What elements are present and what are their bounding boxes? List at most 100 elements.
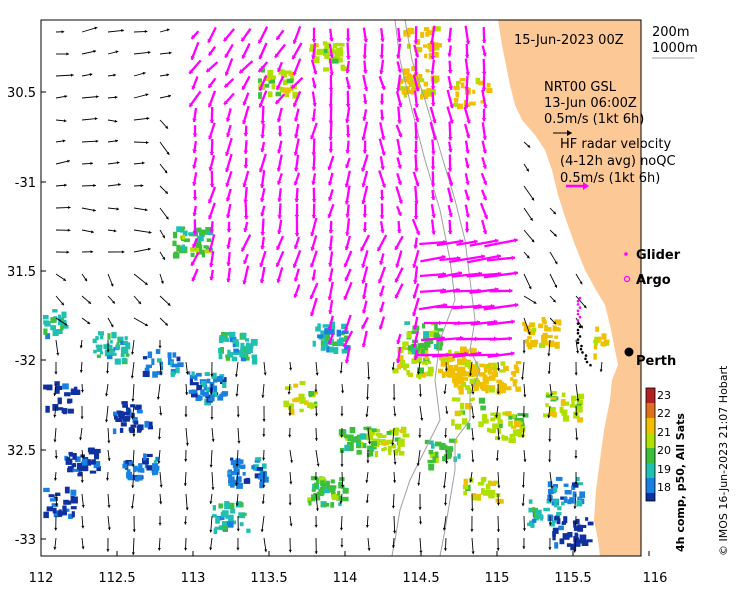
sst-pixel xyxy=(567,499,572,505)
sst-pixel xyxy=(62,505,67,512)
current-vector-head xyxy=(365,414,369,418)
colorbar-tick-23: 23 xyxy=(657,389,671,402)
hf-radar-vector-head xyxy=(226,262,231,266)
sst-pixel xyxy=(225,354,231,361)
sst-pixel xyxy=(182,230,188,237)
hf-radar-vector xyxy=(470,320,498,326)
sst-pixel xyxy=(188,232,195,236)
current-vector-head xyxy=(417,371,421,375)
sst-pixel xyxy=(517,418,524,422)
current-vector xyxy=(419,537,422,554)
hf-radar-vector-head xyxy=(292,55,297,60)
hf-radar-vector-head xyxy=(225,133,231,137)
hf-radar-vector-head xyxy=(276,118,282,123)
colorbar-title: 4h comp, p50, All Sats xyxy=(674,413,687,552)
sst-pixel xyxy=(421,349,429,356)
current-vector xyxy=(81,117,98,121)
sst-pixel xyxy=(313,51,317,56)
current-vector-head xyxy=(165,125,168,129)
sst-pixel xyxy=(545,403,549,407)
sst-pixel xyxy=(431,443,435,449)
hf-radar-vector-head xyxy=(345,150,351,154)
current-vector-head xyxy=(53,414,57,418)
sst-pixel xyxy=(392,368,399,374)
sst-pixel xyxy=(469,378,476,384)
glider-point xyxy=(576,328,580,332)
hf-radar-vector-head xyxy=(362,228,368,232)
sst-pixel xyxy=(535,509,542,517)
sst-pixel xyxy=(196,227,202,232)
sst-pixel xyxy=(284,70,292,74)
sst-pixel xyxy=(192,382,199,386)
sst-pixel xyxy=(594,336,600,343)
hf-radar-vector-head xyxy=(380,229,385,233)
current-vector-head xyxy=(131,398,135,402)
current-vector-head xyxy=(314,524,318,528)
sst-pixel xyxy=(128,461,134,466)
hf-radar-vector-head xyxy=(260,134,265,139)
hf-radar-vector-head xyxy=(432,136,437,140)
sst-pixel xyxy=(64,486,70,494)
sst-pixel xyxy=(572,491,577,498)
hf-radar-vector-head xyxy=(260,212,265,217)
current-vector-head xyxy=(289,523,293,527)
sst-pixel xyxy=(453,368,459,372)
sst-pixel xyxy=(332,341,337,346)
current-vector-head xyxy=(314,438,318,441)
sst-pixel xyxy=(67,466,74,472)
hf-radar-vector-head xyxy=(362,100,368,104)
sst-pixel xyxy=(235,458,241,462)
hf-radar-vector-head xyxy=(413,325,418,330)
sst-pixel xyxy=(292,398,299,403)
hf-radar-vector-head xyxy=(482,196,488,201)
sst-pixel xyxy=(50,325,56,331)
sst-pixel xyxy=(426,338,434,344)
sst-pixel xyxy=(330,479,335,484)
hf-radar-vector-head xyxy=(442,254,446,260)
sst-pixel xyxy=(514,420,521,428)
sst-pixel xyxy=(46,384,53,391)
hf-radar-vector-head xyxy=(191,277,196,282)
sst-pixel xyxy=(219,347,224,354)
sst-pixel xyxy=(581,540,589,546)
sst-pixel xyxy=(458,411,463,416)
hf-radar-vector-head xyxy=(397,151,403,156)
sst-pixel xyxy=(448,356,454,363)
sst-pixel xyxy=(531,523,535,528)
sst-pixel xyxy=(368,429,376,436)
current-vector-head xyxy=(61,302,64,306)
hf-radar-vector-head xyxy=(241,54,246,59)
sst-pixel xyxy=(415,39,421,45)
sst-pixel xyxy=(170,360,174,368)
hf-radar-vector-head xyxy=(276,35,281,40)
sst-pixel xyxy=(168,355,172,361)
hf-radar-vector xyxy=(436,239,464,247)
glider-point xyxy=(585,360,589,364)
sst-pixel xyxy=(492,366,498,373)
sst-pixel xyxy=(51,503,59,507)
sst-pixel xyxy=(316,477,320,484)
sst-pixel xyxy=(331,494,335,499)
sst-pixel xyxy=(134,406,140,410)
sst-pixel xyxy=(427,360,431,364)
sst-pixel xyxy=(251,465,255,470)
hf-radar-vector-head xyxy=(209,183,215,188)
current-vector-head xyxy=(583,305,587,309)
sst-pixel xyxy=(479,363,485,368)
sst-pixel xyxy=(286,78,294,84)
sst-pixel xyxy=(267,72,271,77)
sst-pixel xyxy=(553,498,559,503)
current-vector-head xyxy=(185,371,189,375)
sst-pixel xyxy=(477,482,485,486)
current-vector-head xyxy=(67,159,70,163)
sst-pixel xyxy=(434,323,438,331)
hf-radar-vector-head xyxy=(464,105,469,109)
current-vector xyxy=(315,449,319,467)
sst-pixel xyxy=(323,48,328,56)
sst-pixel xyxy=(481,414,487,421)
hf-radar-vector-head xyxy=(327,326,333,331)
sst-pixel xyxy=(523,327,529,332)
current-vector xyxy=(81,96,99,99)
hf-radar-vector-head xyxy=(448,86,454,90)
current-vector-head xyxy=(260,529,264,533)
